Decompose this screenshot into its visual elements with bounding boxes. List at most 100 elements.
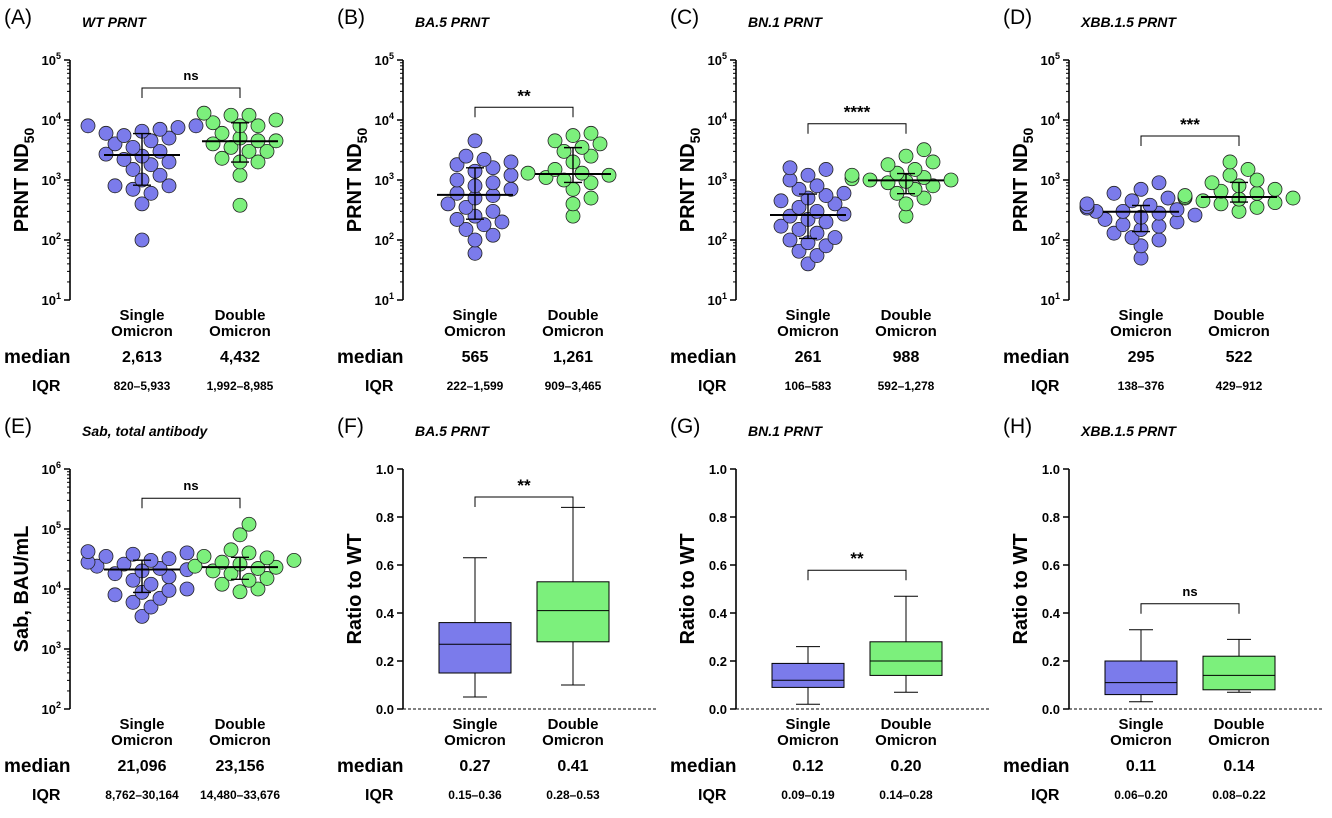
panel-g: (G) BN.1 PRNT 0.0 0.2 0.4 0.6 0.8 1.0 Ratio to W… xyxy=(666,409,999,818)
data-point xyxy=(1240,162,1256,177)
y-tick-label: 0.6 xyxy=(1042,558,1060,573)
median-value: 0.12 xyxy=(792,758,823,775)
y-tick-label: 102 xyxy=(1041,231,1060,248)
data-point xyxy=(125,162,141,177)
y-axis-label: PRNT ND50 xyxy=(677,128,703,233)
chart-svg: (H) XBB.1.5 PRNT 0.0 0.2 0.4 0.6 0.8 1.0 Ratio t… xyxy=(1003,415,1324,804)
data-point xyxy=(440,196,456,212)
panel-label: (C) xyxy=(670,6,699,29)
box xyxy=(438,622,512,674)
data-point xyxy=(161,130,177,146)
data-point xyxy=(152,167,168,183)
data-point xyxy=(196,548,212,564)
data-point xyxy=(1195,193,1211,209)
x-tick-label: Single xyxy=(119,716,164,733)
y-tick-label: 0.8 xyxy=(709,510,727,525)
y-tick-label: 1.0 xyxy=(376,462,394,477)
data-point xyxy=(916,190,932,206)
data-point xyxy=(476,217,492,233)
data-point xyxy=(1222,154,1238,170)
panel-f: (F) BA.5 PRNT 0.0 0.2 0.4 0.6 0.8 1.0 Ratio to W… xyxy=(333,409,666,818)
y-axis-label: Ratio to WT xyxy=(344,533,366,644)
iqr-value: 820–5,933 xyxy=(114,379,171,393)
x-tick-label: Single xyxy=(452,307,497,324)
data-point xyxy=(583,148,599,164)
median-label: median xyxy=(337,756,404,777)
data-point xyxy=(880,157,896,173)
y-tick-label: 103 xyxy=(1041,171,1060,188)
data-point xyxy=(791,222,807,237)
y-tick-label: 102 xyxy=(42,700,61,717)
y-tick-label: 101 xyxy=(1041,291,1060,308)
x-tick-label: Single xyxy=(1118,716,1163,733)
y-tick-label: 104 xyxy=(375,111,394,128)
data-point xyxy=(98,548,114,564)
data-point xyxy=(1151,218,1167,234)
iqr-label: IQR xyxy=(365,787,394,804)
iqr-label: IQR xyxy=(698,378,727,395)
x-tick-label: Double xyxy=(548,716,599,733)
x-tick-label: Omicron xyxy=(444,732,506,749)
significance-bracket xyxy=(474,496,574,507)
data-point xyxy=(143,185,159,201)
y-tick-label: 1.0 xyxy=(709,462,727,477)
data-point xyxy=(241,545,257,561)
data-point xyxy=(476,152,492,167)
data-point xyxy=(161,551,177,567)
data-point xyxy=(134,196,150,212)
chart-title: BA.5 PRNT xyxy=(415,14,490,30)
significance-bracket xyxy=(1140,135,1240,146)
y-tick-label: 103 xyxy=(375,171,394,188)
iqr-value: 138–376 xyxy=(1118,379,1165,393)
data-point xyxy=(179,581,195,597)
y-tick-label: 0.0 xyxy=(376,702,394,717)
y-tick-label: 101 xyxy=(708,291,727,308)
data-point xyxy=(601,167,617,183)
iqr-label: IQR xyxy=(32,787,61,804)
chart-svg: (F) BA.5 PRNT 0.0 0.2 0.4 0.6 0.8 1.0 Ratio to W… xyxy=(337,415,658,804)
significance-label: ns xyxy=(183,478,198,493)
data-point xyxy=(259,143,275,159)
data-point xyxy=(1151,232,1167,248)
x-tick-label: Omicron xyxy=(111,732,173,749)
data-point xyxy=(241,516,257,532)
x-tick-label: Double xyxy=(881,307,932,324)
data-point xyxy=(1267,181,1283,197)
data-point xyxy=(782,160,798,176)
x-tick-label: Single xyxy=(785,307,830,324)
data-point xyxy=(449,185,465,201)
y-axis-label: Ratio to WT xyxy=(677,533,699,644)
significance-label: *** xyxy=(1180,115,1200,134)
data-point xyxy=(134,608,150,624)
chart-svg: (A) WT PRNT 101 102 103 104 105 PRNT ND50 ns Sing… xyxy=(4,6,284,395)
data-point xyxy=(449,157,465,173)
y-tick-label: 105 xyxy=(42,520,61,537)
data-point xyxy=(223,542,239,558)
data-point xyxy=(1285,190,1301,206)
data-point xyxy=(250,118,266,134)
y-axis-label: PRNT ND50 xyxy=(1010,128,1036,233)
data-point xyxy=(916,142,932,158)
iqr-label: IQR xyxy=(698,787,727,804)
iqr-value: 222–1,599 xyxy=(447,379,504,393)
data-point xyxy=(214,150,230,166)
significance-label: ** xyxy=(850,549,864,568)
y-tick-label: 0.8 xyxy=(1042,510,1060,525)
significance-label: **** xyxy=(844,103,871,122)
x-tick-label: Omicron xyxy=(542,732,604,749)
x-tick-label: Single xyxy=(452,716,497,733)
y-tick-label: 105 xyxy=(708,51,727,68)
iqr-value: 14,480–33,676 xyxy=(200,788,280,802)
data-point xyxy=(152,121,168,137)
y-tick-label: 103 xyxy=(42,640,61,657)
x-tick-label: Omicron xyxy=(777,732,839,749)
data-point xyxy=(791,243,807,259)
y-axis-label: PRNT ND50 xyxy=(11,128,37,233)
median-value: 0.41 xyxy=(557,758,588,775)
data-point xyxy=(449,172,465,188)
data-point xyxy=(259,571,275,586)
y-tick-label: 0.0 xyxy=(709,702,727,717)
median-value: 295 xyxy=(1128,349,1155,366)
chart-title: WT PRNT xyxy=(82,14,147,30)
x-tick-label: Double xyxy=(548,307,599,324)
